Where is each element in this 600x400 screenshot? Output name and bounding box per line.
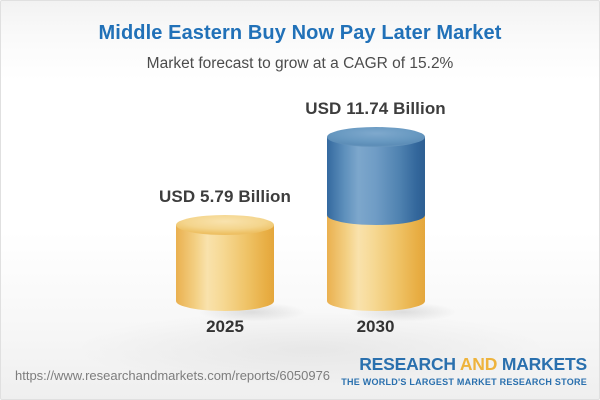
page-subtitle: Market forecast to grow at a CAGR of 15.… bbox=[146, 55, 454, 72]
bar-segment-blue bbox=[326, 137, 425, 226]
report-url: https://www.researchandmarkets.com/repor… bbox=[15, 368, 331, 383]
logo-word-markets: MARKETS bbox=[501, 354, 587, 374]
bar-top-cap-gold bbox=[176, 215, 274, 236]
logo-word-research: RESEARCH bbox=[359, 354, 456, 374]
bar-top-cap-blue bbox=[326, 127, 425, 148]
researchandmarkets-logo: RESEARCH AND MARKETS THE WORLD'S LARGEST… bbox=[341, 354, 587, 387]
bar-segment-gold bbox=[176, 225, 274, 311]
cylinder-bar-chart: USD 5.79 Billion 2025 USD 11.74 Billion 203… bbox=[1, 1, 599, 361]
bar-segment-gold bbox=[326, 215, 425, 311]
logo-word-and: AND bbox=[459, 354, 498, 374]
value-label: USD 11.74 Billion bbox=[305, 99, 446, 119]
logo-tagline: THE WORLD'S LARGEST MARKET RESEARCH STOR… bbox=[341, 377, 587, 387]
logo-wordmark: RESEARCH AND MARKETS bbox=[359, 354, 587, 375]
year-label: 2030 bbox=[356, 317, 395, 336]
page-title: Middle Eastern Buy Now Pay Later Market bbox=[98, 22, 502, 44]
value-label: USD 5.79 Billion bbox=[159, 187, 291, 207]
year-label: 2025 bbox=[206, 317, 244, 336]
